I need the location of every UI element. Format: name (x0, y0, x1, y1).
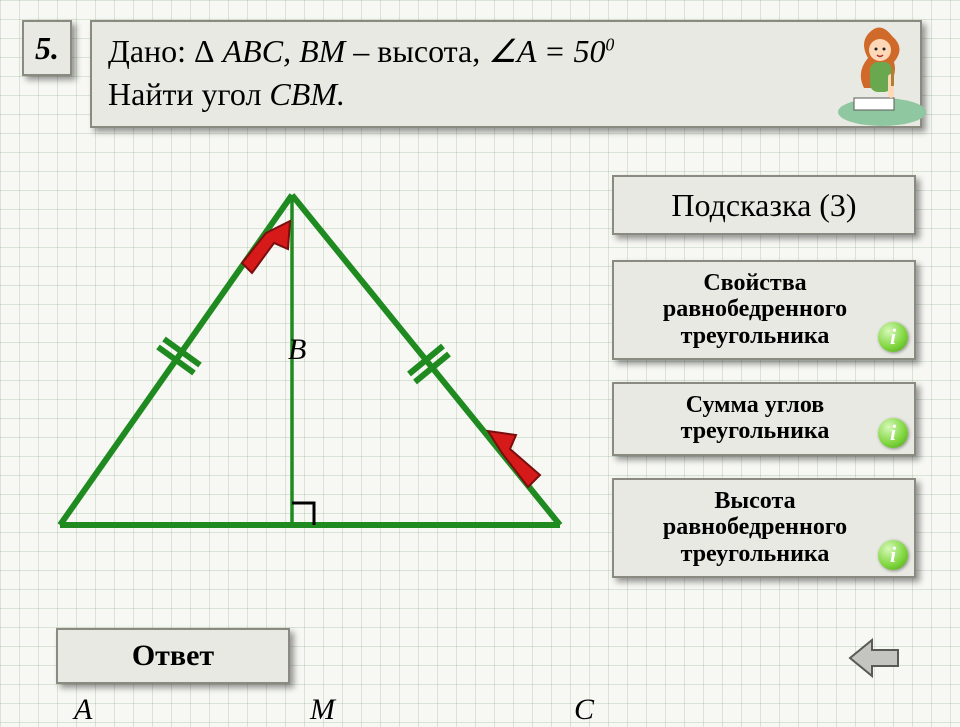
hint-2-text: Сумма углов треугольника (681, 392, 830, 444)
vertex-label-c: C (574, 693, 594, 727)
back-arrow-icon[interactable] (846, 634, 902, 682)
hint-counter-button[interactable]: Подсказка (3) (612, 175, 916, 235)
vertex-label-m: M (310, 693, 335, 727)
question-number-badge: 5. (22, 20, 72, 76)
hint-3-button[interactable]: Высота равнобедренного треугольника i (612, 478, 916, 578)
hint-1-text: Свойства равнобедренного треугольника (663, 270, 847, 349)
text-find: Найти угол (108, 76, 269, 112)
hint-3-text: Высота равнобедренного треугольника (663, 488, 847, 567)
text-dano: Дано: (108, 33, 194, 69)
info-icon[interactable]: i (878, 322, 908, 352)
vertex-label-b: B (288, 333, 306, 367)
triangle-sym: Δ (194, 33, 215, 69)
triangle-diagram: A B C M 500 (30, 165, 590, 595)
hint-1-button[interactable]: Свойства равнобедренного треугольника i (612, 260, 916, 360)
text-vysota: – высота, (353, 33, 488, 69)
answer-button[interactable]: Ответ (56, 628, 290, 684)
angle-expr: ∠A = 500 (488, 33, 614, 69)
info-icon[interactable]: i (878, 540, 908, 570)
vertex-label-a: A (74, 693, 92, 727)
triangle-name: ABC, BM (215, 33, 354, 69)
problem-statement-panel: Дано: Δ ABC, BM – высота, ∠A = 500 Найти… (90, 20, 922, 128)
hint-2-button[interactable]: Сумма углов треугольника i (612, 382, 916, 456)
info-icon[interactable]: i (878, 418, 908, 448)
text-cbm: CBM. (269, 76, 345, 112)
student-illustration (834, 18, 930, 130)
